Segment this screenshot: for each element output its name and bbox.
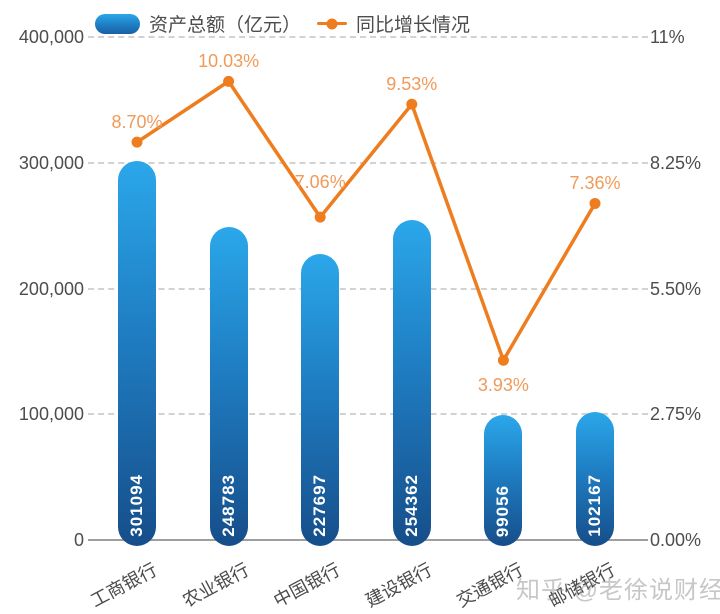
- line-point: [131, 136, 143, 148]
- line-point: [589, 197, 601, 209]
- y-axis-tick-left: 400,000: [18, 27, 84, 47]
- legend-bar-label: 资产总额（亿元）: [149, 15, 302, 36]
- y-axis-tick-left: 200,000: [18, 278, 84, 299]
- line-point-label: 9.53%: [386, 74, 438, 95]
- bar-value-label: 99056: [493, 484, 513, 537]
- bar: 254362: [392, 220, 431, 546]
- bar: 102167: [576, 411, 614, 546]
- line-point-label: 8.70%: [111, 112, 163, 133]
- y-axis-tick-left: 300,000: [18, 152, 84, 173]
- legend-line-label: 同比增长情况: [356, 15, 471, 36]
- legend-line-marker-icon: [317, 14, 348, 34]
- y-axis-tick-right: 11%: [650, 27, 685, 47]
- x-axis-label: 中国银行: [270, 559, 344, 611]
- y-axis-tick-right: 2.75%: [650, 404, 702, 425]
- y-axis-tick-left: 0: [73, 530, 84, 550]
- y-axis-tick-right: 0.00%: [650, 530, 702, 550]
- line-point: [406, 98, 418, 110]
- bar: 99056: [484, 415, 523, 546]
- bar-value-label: 248783: [218, 474, 238, 537]
- y-axis-tick-left: 100,000: [18, 404, 84, 425]
- line-point-label: 10.03%: [198, 51, 260, 72]
- x-axis-label: 工商银行: [87, 559, 161, 611]
- line-point: [223, 75, 235, 87]
- line-point-label: 7.06%: [294, 172, 346, 193]
- bar: 248783: [209, 227, 248, 546]
- line-point-label: 3.93%: [477, 375, 529, 396]
- x-axis-line: [88, 539, 648, 541]
- gridline: [88, 161, 648, 164]
- x-axis-label: 建设银行: [362, 559, 436, 611]
- watermark: 知乎 @老徐说财经: [516, 577, 720, 604]
- line-point-label: 7.36%: [569, 173, 621, 194]
- bar: 227697: [301, 253, 340, 546]
- gridline: [88, 36, 648, 38]
- bar-value-label: 102167: [585, 474, 604, 537]
- bar-value-label: 227697: [310, 474, 330, 537]
- chart-legend: 资产总额（亿元） 同比增长情况: [95, 10, 470, 37]
- y-axis-tick-right: 8.25%: [650, 152, 702, 173]
- y-axis-tick-right: 5.50%: [650, 278, 702, 299]
- legend-line-dot: [326, 18, 338, 29]
- bar: 301094: [118, 161, 156, 546]
- legend-bar-swatch: [95, 13, 140, 34]
- line-point: [314, 211, 326, 223]
- x-axis-label: 农业银行: [178, 559, 252, 611]
- line-point: [497, 354, 509, 366]
- bar-value-label: 301094: [127, 474, 146, 537]
- gridline: [88, 413, 648, 416]
- bar-value-label: 254362: [401, 474, 421, 537]
- gridline: [88, 287, 648, 290]
- line-path: [136, 78, 597, 365]
